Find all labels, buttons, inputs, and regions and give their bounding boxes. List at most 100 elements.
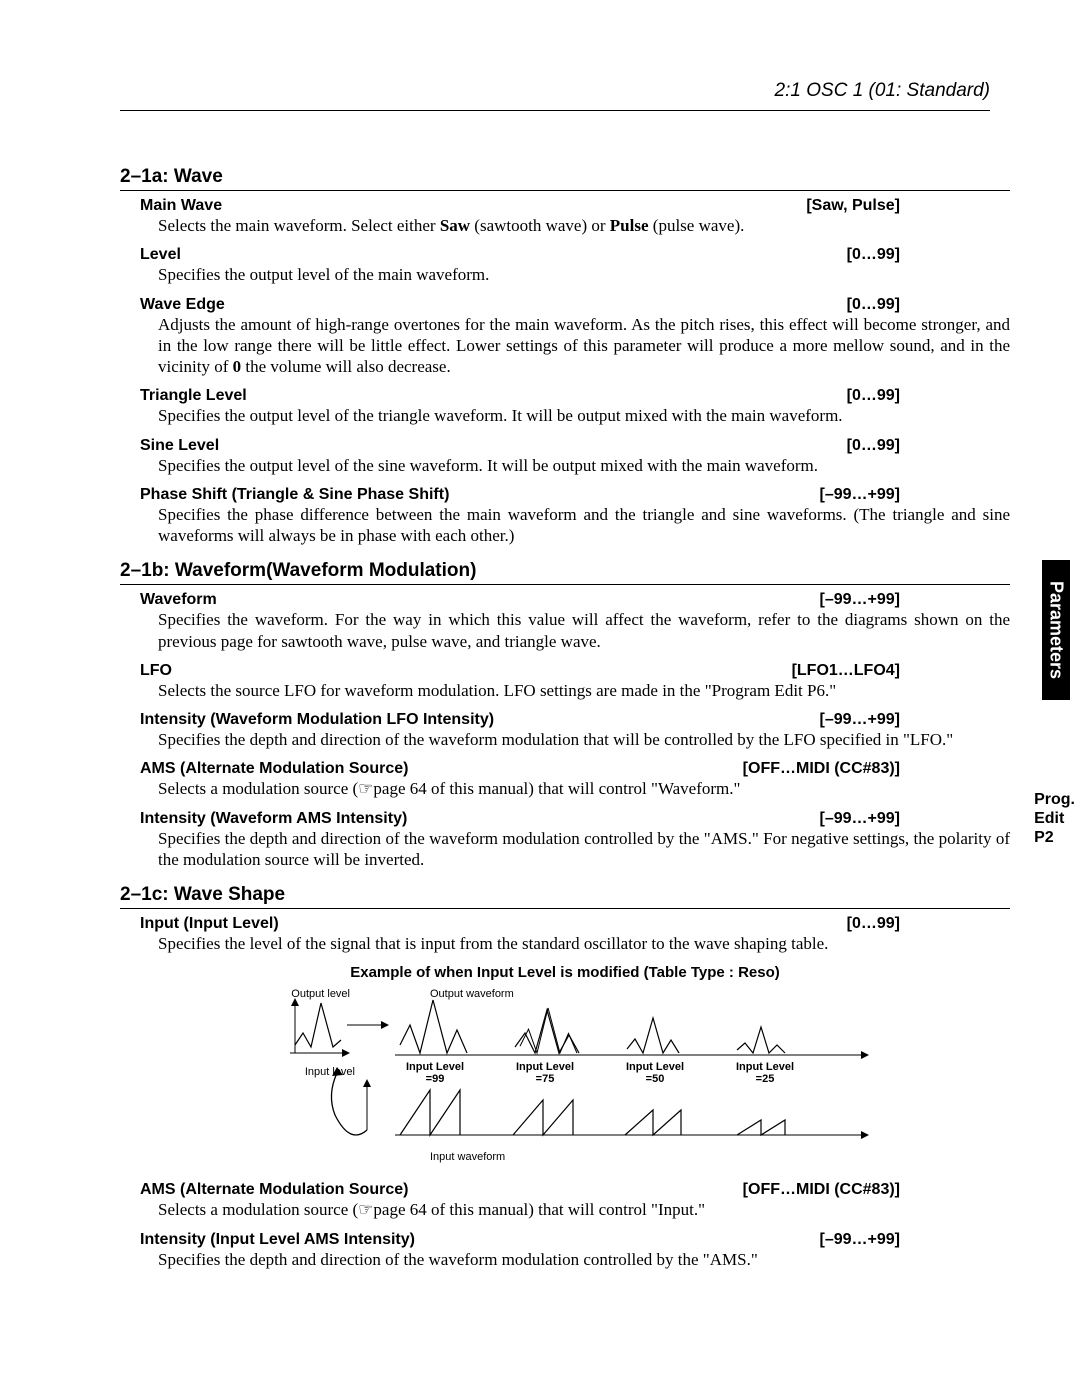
- param-label: Waveform: [140, 591, 640, 609]
- label-il50-a: Input Level: [626, 1061, 684, 1073]
- param-description: Specifies the output level of the main w…: [158, 264, 1010, 285]
- param-description: Specifies the depth and direction of the…: [158, 828, 1010, 871]
- param-block: Sine Level[0…99]Specifies the output lev…: [140, 437, 1010, 476]
- section-heading-waveform-mod: 2–1b: Waveform(Waveform Modulation): [120, 560, 1010, 582]
- param-block: AMS (Alternate Modulation Source)[OFF…MI…: [140, 1181, 1010, 1220]
- param-label: Wave Edge: [140, 296, 640, 314]
- param-block: Input (Input Level)[0…99]Specifies the l…: [140, 915, 1010, 954]
- param-label: Input (Input Level): [140, 915, 640, 933]
- param-description: Specifies the level of the signal that i…: [158, 933, 1010, 954]
- param-description: Selects a modulation source (☞page 64 of…: [158, 1199, 1010, 1220]
- param-range: [0…99]: [640, 915, 1010, 933]
- param-row: Intensity (Waveform AMS Intensity)[–99…+…: [140, 810, 1010, 828]
- section-c-params-pre: Input (Input Level)[0…99]Specifies the l…: [120, 915, 1010, 954]
- input-waveforms: [395, 1090, 869, 1139]
- param-range: [0…99]: [640, 387, 1010, 405]
- param-row: AMS (Alternate Modulation Source)[OFF…MI…: [140, 1181, 1010, 1199]
- section-b-params: Waveform[–99…+99]Specifies the waveform.…: [120, 591, 1010, 870]
- param-range: [OFF…MIDI (CC#83)]: [640, 760, 1010, 778]
- section-rule: [120, 190, 1010, 191]
- param-range: [0…99]: [640, 246, 1010, 264]
- page-header-title: 2:1 OSC 1 (01: Standard): [120, 80, 990, 102]
- label-il25-b: =25: [756, 1073, 775, 1085]
- param-range: [0…99]: [640, 437, 1010, 455]
- param-row: Input (Input Level)[0…99]: [140, 915, 1010, 933]
- param-row: Sine Level[0…99]: [140, 437, 1010, 455]
- diagram-title: Example of when Input Level is modified …: [120, 964, 1010, 981]
- param-block: Intensity (Input Level AMS Intensity)[–9…: [140, 1231, 1010, 1270]
- label-il99-a: Input Level: [406, 1061, 464, 1073]
- param-block: Intensity (Waveform AMS Intensity)[–99…+…: [140, 810, 1010, 871]
- param-range: [OFF…MIDI (CC#83)]: [640, 1181, 1010, 1199]
- param-label: Intensity (Input Level AMS Intensity): [140, 1231, 640, 1249]
- param-range: [Saw, Pulse]: [640, 197, 1010, 215]
- param-description: Specifies the depth and direction of the…: [158, 729, 1010, 750]
- param-block: Level[0…99]Specifies the output level of…: [140, 246, 1010, 285]
- label-output-level: Output level: [291, 988, 350, 1000]
- param-block: AMS (Alternate Modulation Source)[OFF…MI…: [140, 760, 1010, 799]
- param-label: Phase Shift (Triangle & Sine Phase Shift…: [140, 486, 640, 504]
- param-label: LFO: [140, 662, 640, 680]
- param-description: Adjusts the amount of high-range overton…: [158, 314, 1010, 378]
- param-description: Specifies the depth and direction of the…: [158, 1249, 1010, 1270]
- param-description: Selects the main waveform. Select either…: [158, 215, 1010, 236]
- section-heading-wave: 2–1a: Wave: [120, 166, 1010, 188]
- param-label: Sine Level: [140, 437, 640, 455]
- param-block: Triangle Level[0…99]Specifies the output…: [140, 387, 1010, 426]
- page: 2:1 OSC 1 (01: Standard) 2–1a: Wave Main…: [0, 0, 1080, 1340]
- param-row: AMS (Alternate Modulation Source)[OFF…MI…: [140, 760, 1010, 778]
- param-row: Triangle Level[0…99]: [140, 387, 1010, 405]
- param-label: Intensity (Waveform Modulation LFO Inten…: [140, 711, 640, 729]
- param-label: Intensity (Waveform AMS Intensity): [140, 810, 640, 828]
- param-row: Intensity (Input Level AMS Intensity)[–9…: [140, 1231, 1010, 1249]
- label-il99-b: =99: [426, 1073, 445, 1085]
- label-output-waveform: Output waveform: [430, 988, 514, 1000]
- param-block: Main Wave[Saw, Pulse]Selects the main wa…: [140, 197, 1010, 236]
- section-heading-wave-shape: 2–1c: Wave Shape: [120, 884, 1010, 906]
- param-block: Intensity (Waveform Modulation LFO Inten…: [140, 711, 1010, 750]
- param-description: Specifies the output level of the sine w…: [158, 455, 1010, 476]
- param-description: Specifies the output level of the triang…: [158, 405, 1010, 426]
- param-label: Level: [140, 246, 640, 264]
- label-il75-b: =75: [536, 1073, 555, 1085]
- param-range: [–99…+99]: [640, 711, 1010, 729]
- param-block: LFO[LFO1…LFO4]Selects the source LFO for…: [140, 662, 1010, 701]
- section-a-params: Main Wave[Saw, Pulse]Selects the main wa…: [120, 197, 1010, 546]
- param-description: Selects the source LFO for waveform modu…: [158, 680, 1010, 701]
- param-block: Waveform[–99…+99]Specifies the waveform.…: [140, 591, 1010, 652]
- param-range: [0…99]: [640, 296, 1010, 314]
- param-range: [–99…+99]: [640, 1231, 1010, 1249]
- label-input-level: Input level: [305, 1066, 355, 1078]
- label-il50-b: =50: [646, 1073, 665, 1085]
- label-il25-a: Input Level: [736, 1061, 794, 1073]
- param-row: Waveform[–99…+99]: [140, 591, 1010, 609]
- section-c-params-post: AMS (Alternate Modulation Source)[OFF…MI…: [120, 1181, 1010, 1270]
- label-il75-a: Input Level: [516, 1061, 574, 1073]
- param-range: [–99…+99]: [640, 810, 1010, 828]
- label-input-waveform: Input waveform: [430, 1151, 505, 1163]
- side-label-prog-edit: Prog.EditP2: [1034, 790, 1075, 848]
- transfer-curve-box: [290, 998, 389, 1057]
- param-block: Phase Shift (Triangle & Sine Phase Shift…: [140, 486, 1010, 547]
- param-row: LFO[LFO1…LFO4]: [140, 662, 1010, 680]
- param-range: [–99…+99]: [640, 591, 1010, 609]
- param-label: Triangle Level: [140, 387, 640, 405]
- side-tab-parameters: Parameters: [1042, 560, 1070, 700]
- param-description: Selects a modulation source (☞page 64 of…: [158, 778, 1010, 799]
- param-range: [LFO1…LFO4]: [640, 662, 1010, 680]
- param-range: [–99…+99]: [640, 486, 1010, 504]
- param-label: AMS (Alternate Modulation Source): [140, 1181, 640, 1199]
- param-label: AMS (Alternate Modulation Source): [140, 760, 640, 778]
- section-rule: [120, 908, 1010, 909]
- wave-shape-diagram: Output level Output waveform: [255, 985, 875, 1175]
- param-row: Phase Shift (Triangle & Sine Phase Shift…: [140, 486, 1010, 504]
- section-rule: [120, 584, 1010, 585]
- param-description: Specifies the phase difference between t…: [158, 504, 1010, 547]
- param-block: Wave Edge[0…99]Adjusts the amount of hig…: [140, 296, 1010, 378]
- param-row: Level[0…99]: [140, 246, 1010, 264]
- header-rule: [120, 110, 990, 111]
- param-row: Intensity (Waveform Modulation LFO Inten…: [140, 711, 1010, 729]
- param-description: Specifies the waveform. For the way in w…: [158, 609, 1010, 652]
- param-row: Wave Edge[0…99]: [140, 296, 1010, 314]
- param-row: Main Wave[Saw, Pulse]: [140, 197, 1010, 215]
